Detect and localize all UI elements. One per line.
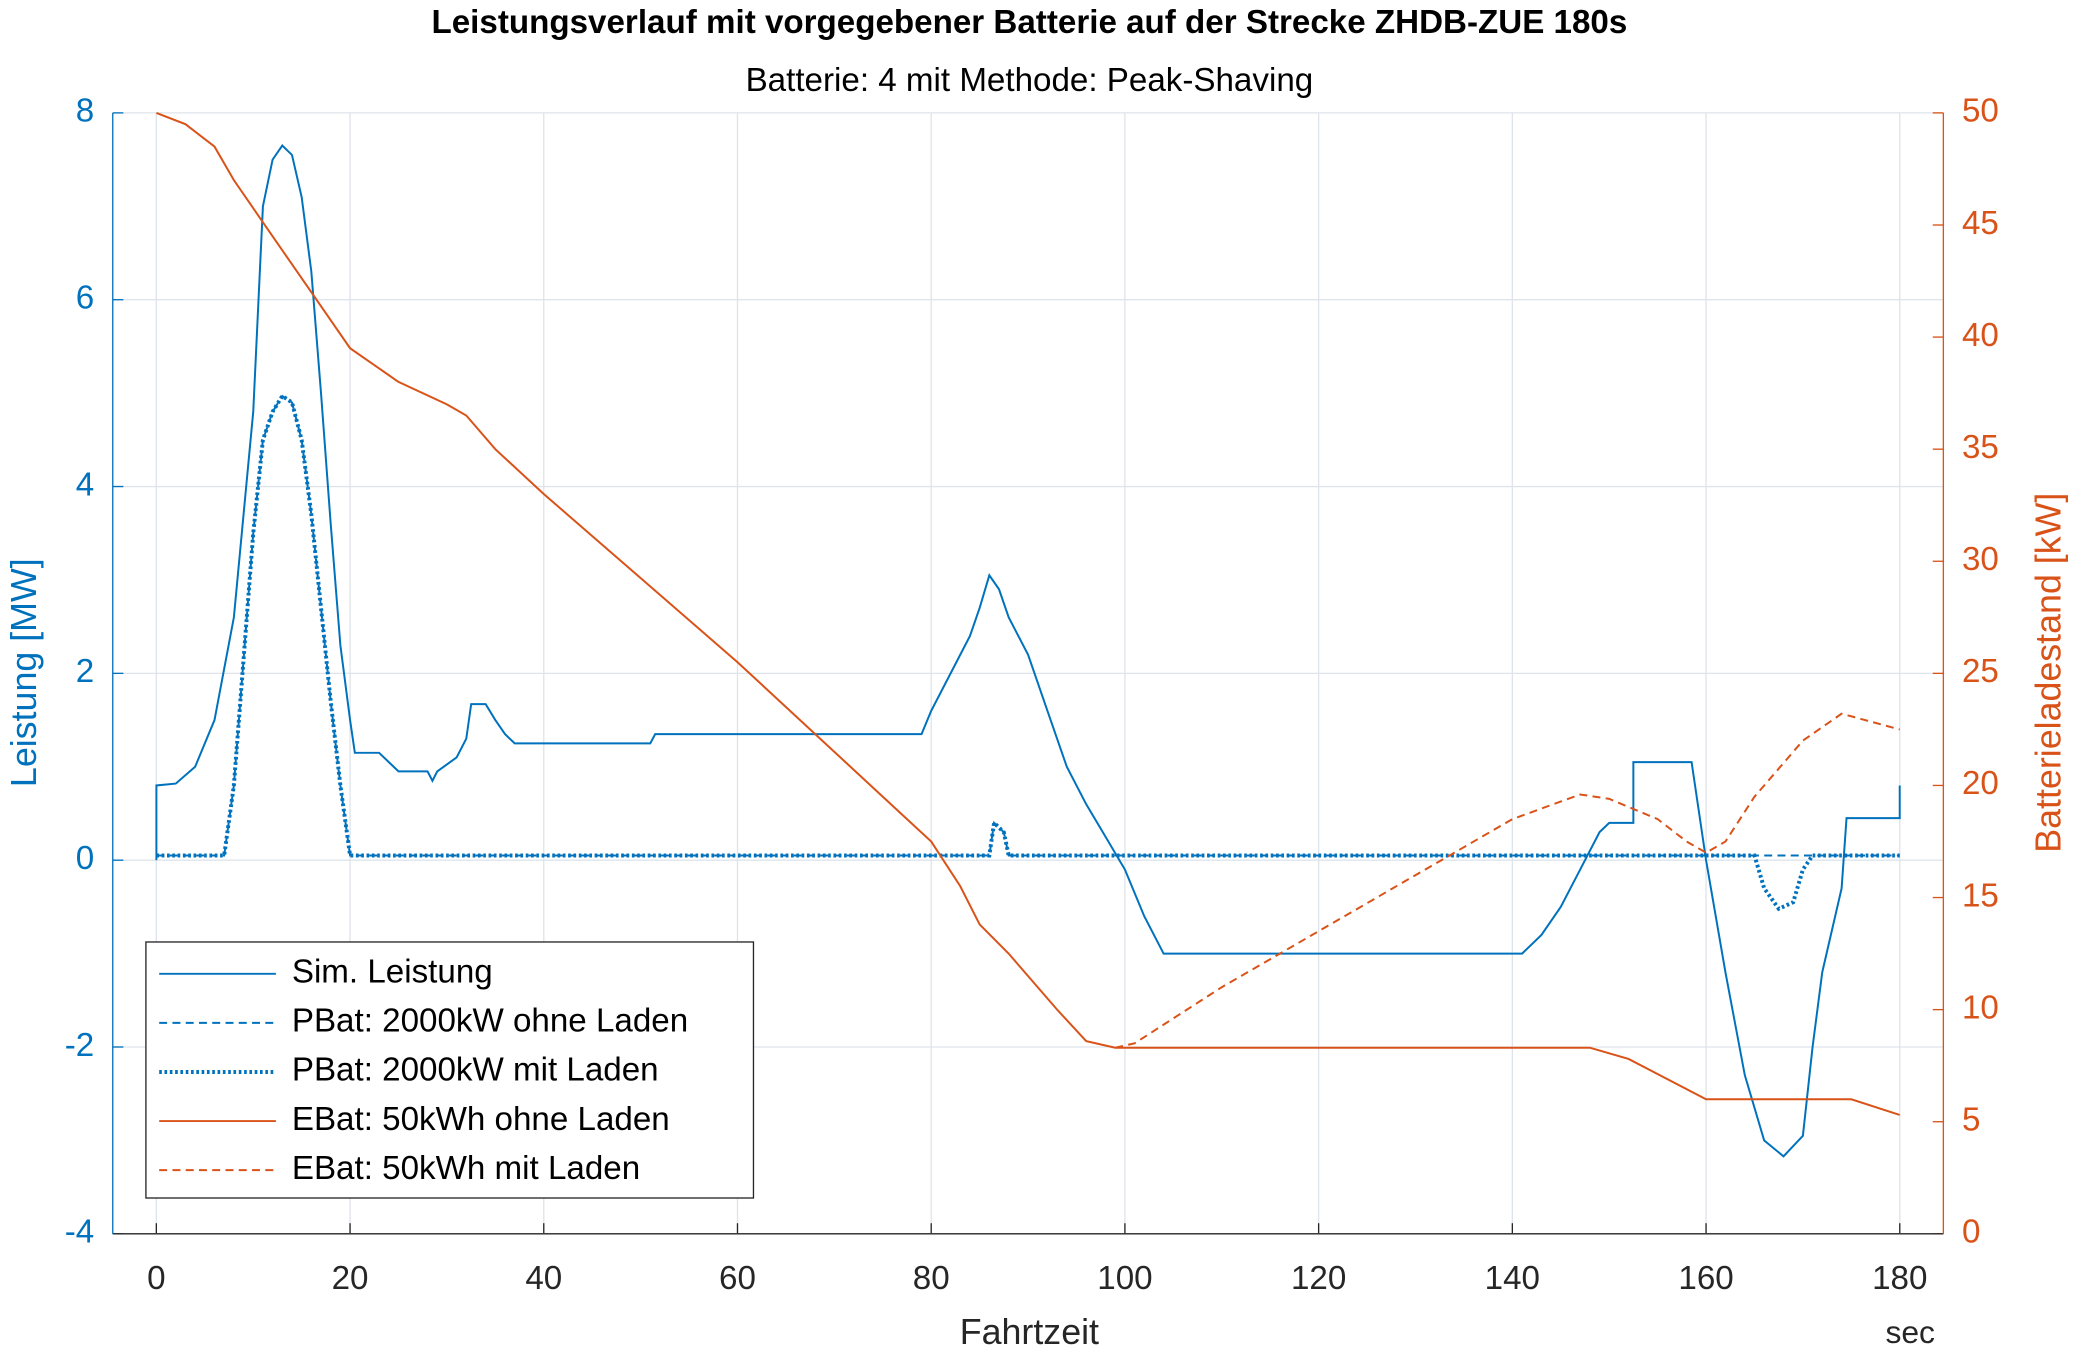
x-tick-label: 60 — [719, 1260, 756, 1297]
y2-tick-label: 45 — [1962, 205, 1999, 242]
y2-tick-label: 15 — [1962, 877, 1999, 914]
chart-subtitle: Batterie: 4 mit Methode: Peak-Shaving — [746, 62, 1314, 99]
chart-title: Leistungsverlauf mit vorgegebener Batter… — [431, 4, 1627, 41]
y2-tick-label: 50 — [1962, 93, 1999, 130]
y-tick-label: 0 — [76, 840, 94, 877]
y2-axis-label: Batterieladestand [kW] — [2028, 493, 2068, 853]
y2-tick-label: 10 — [1962, 989, 1999, 1026]
y-tick-label: -4 — [65, 1214, 94, 1251]
y-tick-label: 4 — [76, 466, 94, 503]
y2-tick-label: 35 — [1962, 429, 1999, 466]
legend-box — [145, 941, 755, 1199]
legend-label: PBat: 2000kW ohne Laden — [292, 1003, 688, 1040]
x-tick-label: 40 — [525, 1260, 562, 1297]
x-tick-label: 20 — [332, 1260, 369, 1297]
y-tick-label: -2 — [65, 1027, 94, 1064]
x-tick-label: 160 — [1678, 1260, 1733, 1297]
y2-tick-label: 40 — [1962, 317, 1999, 354]
y-tick-label: 8 — [76, 93, 94, 130]
y-tick-label: 6 — [76, 279, 94, 316]
x-axis-label: Fahrtzeit — [960, 1312, 1099, 1352]
x-tick-label: 80 — [913, 1260, 950, 1297]
y-axis-label: Leistung [MW] — [4, 558, 44, 787]
x-tick-label: 180 — [1872, 1260, 1927, 1297]
x-tick-label: 0 — [147, 1260, 165, 1297]
x-unit: sec — [1885, 1314, 1935, 1350]
data-line — [156, 111, 1901, 1116]
y-tick-label: 2 — [76, 653, 94, 690]
x-tick-label: 120 — [1291, 1260, 1346, 1297]
legend-label: PBat: 2000kW mit Laden — [292, 1052, 659, 1089]
y2-tick-label: 25 — [1962, 653, 1999, 690]
x-tick-label: 140 — [1485, 1260, 1540, 1297]
data-line — [156, 393, 1900, 912]
legend-label: EBat: 50kWh ohne Laden — [292, 1101, 670, 1138]
data-line — [155, 143, 1901, 1158]
data-line — [156, 394, 1900, 857]
x-tick-label: 100 — [1097, 1260, 1152, 1297]
data-line — [1114, 712, 1900, 1049]
y2-tick-label: 30 — [1962, 541, 1999, 578]
legend-label: Sim. Leistung — [292, 954, 493, 991]
legend-label: EBat: 50kWh mit Laden — [292, 1150, 640, 1187]
y2-tick-label: 20 — [1962, 765, 1999, 802]
y2-tick-label: 0 — [1962, 1214, 1980, 1251]
y2-tick-label: 5 — [1962, 1101, 1980, 1138]
